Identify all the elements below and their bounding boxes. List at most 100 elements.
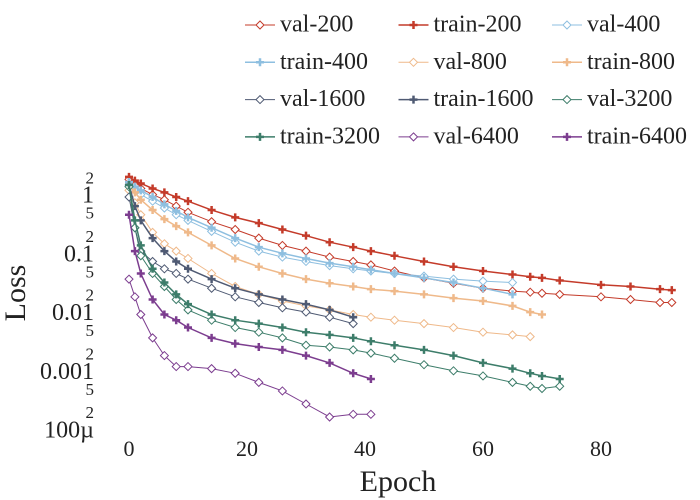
point (254, 327, 264, 337)
point (184, 300, 192, 309)
y-tick-label: 0.01 (52, 300, 94, 326)
point (254, 319, 263, 328)
point (207, 206, 216, 215)
y-tick-label: 2 (86, 344, 95, 363)
point (325, 330, 334, 339)
point (278, 323, 287, 332)
point (449, 262, 458, 271)
point (230, 368, 240, 378)
point (301, 399, 311, 409)
series-line (128, 184, 543, 316)
point (254, 233, 264, 243)
point (160, 215, 169, 224)
point (277, 303, 288, 313)
point (554, 289, 565, 300)
series (125, 172, 676, 295)
point (184, 323, 192, 332)
point (366, 409, 376, 420)
point (207, 333, 216, 342)
point (160, 278, 169, 287)
point (390, 251, 399, 260)
point (136, 195, 145, 204)
point (277, 386, 288, 396)
series (125, 181, 546, 319)
point (125, 181, 133, 190)
point (172, 206, 181, 215)
legend-marker (563, 132, 571, 141)
point (206, 315, 217, 325)
point (349, 333, 358, 342)
point (507, 277, 518, 288)
point (508, 290, 517, 299)
point (136, 251, 146, 261)
point (478, 276, 488, 286)
legend-label: train-400 (280, 49, 368, 75)
point (277, 240, 288, 251)
point (184, 264, 192, 273)
point (254, 342, 263, 351)
point (230, 322, 240, 333)
point (278, 269, 287, 278)
legend: val-200 train-200 val-400 train-400 val-800 t… (245, 12, 687, 149)
y-tick-label: 5 (86, 321, 95, 340)
point (301, 307, 311, 317)
point (302, 351, 310, 360)
point (230, 292, 240, 302)
point (667, 286, 676, 295)
point (656, 285, 664, 294)
point (302, 300, 310, 309)
point (324, 342, 335, 352)
x-tick-label: 0 (124, 436, 135, 461)
point (148, 234, 157, 243)
point (148, 264, 157, 273)
point (507, 330, 518, 340)
point (136, 241, 145, 250)
point (172, 290, 181, 299)
series-line (128, 186, 560, 390)
point (183, 305, 193, 315)
point (366, 374, 375, 383)
point (130, 247, 139, 256)
point (130, 292, 140, 302)
point (183, 253, 193, 264)
point (231, 234, 240, 243)
legend-marker (409, 21, 418, 29)
point (302, 328, 310, 337)
point (160, 188, 169, 197)
point (479, 284, 487, 293)
x-tick-label: 80 (590, 436, 612, 461)
y-tick-label: 2 (86, 403, 95, 422)
point (448, 322, 459, 333)
point (136, 309, 146, 320)
point (136, 186, 145, 195)
point (366, 337, 375, 346)
y-tick-label: 0.1 (64, 241, 94, 267)
x-axis-title: Epoch (360, 465, 437, 498)
point (596, 292, 606, 302)
point (479, 267, 487, 276)
point (160, 200, 169, 209)
point (172, 193, 181, 202)
point (301, 340, 311, 350)
point (366, 285, 375, 294)
point (324, 312, 335, 322)
point (302, 275, 310, 284)
point (325, 259, 334, 268)
legend-label: train-1600 (434, 86, 534, 112)
point (390, 269, 399, 278)
point (419, 359, 429, 370)
point (254, 243, 263, 252)
point (525, 331, 535, 342)
point (171, 268, 181, 279)
point (148, 193, 157, 202)
point (231, 284, 240, 293)
point (278, 345, 287, 354)
point (348, 345, 358, 355)
point (254, 290, 263, 299)
point (389, 315, 400, 325)
point (206, 363, 217, 374)
legend-marker (255, 20, 265, 30)
point (130, 188, 139, 197)
point (254, 262, 263, 271)
point (278, 225, 287, 234)
